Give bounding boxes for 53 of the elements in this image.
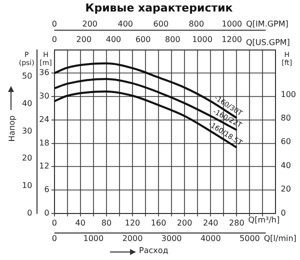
y2-tick-label: 40 <box>22 98 32 108</box>
text: 1000 <box>83 234 104 244</box>
text: 2000 <box>122 234 143 244</box>
x2-tick-label: 800 <box>165 35 180 44</box>
y3-tick-label: 80 <box>280 114 291 122</box>
x2-tick-label: 400 <box>106 35 122 44</box>
text: Q[IM.GPM] <box>246 19 288 28</box>
y-tick-label: 36 <box>39 68 50 78</box>
y-tick-label: 6 <box>44 185 50 194</box>
y-tick-label: 12 <box>39 162 50 171</box>
text: 0 <box>52 234 57 244</box>
y-tick-label: 24 <box>39 114 50 124</box>
y3-tick-label: 60 <box>280 137 291 146</box>
x-tick-label: 200 <box>176 218 192 228</box>
text: 5000 <box>240 234 260 244</box>
y2-tick-label: 50 <box>22 71 32 80</box>
x2-tick-label: 600 <box>135 35 151 44</box>
text: 4000 <box>200 234 221 244</box>
text: 800 <box>188 19 204 28</box>
text: 3000 <box>161 234 182 244</box>
x-tick-label: 280 <box>229 218 244 228</box>
y-tick-label: 30 <box>39 92 50 101</box>
text: Q[l/min] <box>264 234 296 244</box>
y2-tick-label: 0 <box>27 208 32 218</box>
x-tick-label: 240 <box>202 218 218 228</box>
x2-tick-label: 200 <box>76 35 92 44</box>
y2-tick-label: 30 <box>22 126 32 136</box>
x-axis-title: Q[m³/h] <box>248 215 280 224</box>
y2-tick-label: 20 <box>22 154 32 163</box>
x-tick-label: 0 <box>52 218 57 228</box>
x-tick-label: 40 <box>75 218 86 228</box>
y-tick-label: 0 <box>44 208 50 218</box>
y3-tick-label: 40 <box>280 160 291 170</box>
x2-tick-label: 0 <box>52 35 57 44</box>
y3-tick-label: 20 <box>280 184 291 194</box>
text: Напор <box>8 114 16 144</box>
x2-tick-label: 1200 <box>222 35 242 44</box>
x-tick-label: 80 <box>101 218 112 228</box>
x-tick-label: 120 <box>124 218 140 228</box>
x-tick-label: 160 <box>150 218 166 228</box>
text: 0 <box>52 19 57 28</box>
text: 400 <box>118 19 134 28</box>
text: 600 <box>153 19 169 28</box>
x2-tick-label: 1000 <box>192 35 212 44</box>
y2-tick-label: 10 <box>22 181 32 190</box>
y3-tick-label: 0 <box>280 208 286 218</box>
y-tick-label: 18 <box>39 138 50 148</box>
y3-tick-label: 100 <box>280 90 296 99</box>
chart-title: Кривые характеристик <box>85 1 234 14</box>
text: 1000 <box>222 19 242 28</box>
text: 200 <box>82 19 98 28</box>
text: Расход <box>139 246 168 255</box>
x2-axis-title: Q[US.GPM] <box>246 38 290 47</box>
